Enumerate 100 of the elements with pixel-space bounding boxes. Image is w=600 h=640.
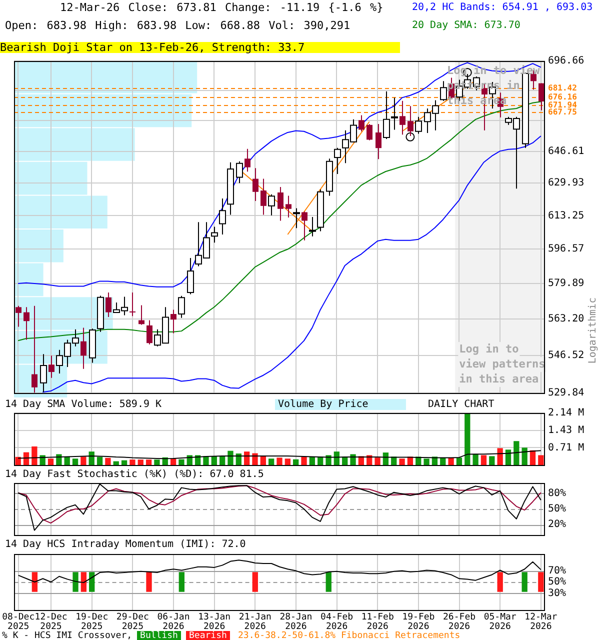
text: Bullish bbox=[137, 631, 181, 640]
text: Bearish Doji Star on 13-Feb-26, Strength: 33.7 bbox=[0, 41, 400, 54]
bar bbox=[80, 456, 86, 465]
bar bbox=[464, 413, 470, 465]
bar bbox=[399, 458, 405, 465]
band-label: Log in to view patterns in this area bbox=[459, 342, 546, 386]
text: 23.6-38.2-50-61.8% Fibonacci Retracements bbox=[238, 631, 460, 640]
y-tick-label: 50% bbox=[548, 504, 566, 515]
bar bbox=[252, 453, 258, 465]
bar bbox=[514, 441, 520, 465]
candlestick bbox=[376, 123, 382, 160]
legend-title: % K - HCS IMI Crossover, bbox=[2, 631, 132, 640]
x-tick-label: 08-Dec 2025 bbox=[2, 612, 35, 632]
y-tick-label: 596.57 bbox=[548, 244, 584, 255]
bar bbox=[505, 450, 512, 465]
bar bbox=[326, 455, 332, 465]
y-tick-label: 579.89 bbox=[548, 278, 584, 290]
bar bbox=[72, 458, 78, 465]
bar bbox=[219, 456, 226, 465]
bar bbox=[489, 456, 495, 465]
candlestick bbox=[32, 305, 38, 394]
bar bbox=[56, 454, 62, 465]
text: 20,2 HC Bands: 654.91 , 693.03 bbox=[412, 2, 593, 13]
x-tick-label: 13-Jan 2026 bbox=[198, 612, 231, 632]
candlestick bbox=[106, 292, 112, 318]
x-tick-label: 26-Feb 2026 bbox=[443, 612, 476, 632]
x-tick-label: 05-Mar 2026 bbox=[484, 612, 517, 632]
y-tick-label: 646.61 bbox=[548, 146, 584, 158]
x-tick-label: 19-Dec 2025 bbox=[76, 612, 108, 632]
y-tick-label: 696.66 bbox=[548, 56, 584, 67]
y-tick-label: 0.71 M bbox=[548, 442, 584, 454]
candlestick bbox=[146, 320, 152, 345]
bar bbox=[350, 454, 356, 465]
y-tick-label: 529.84 bbox=[548, 388, 584, 399]
text: 20 Day SMA: 673.70 bbox=[412, 20, 520, 31]
ref-line-label: 676.16 bbox=[548, 92, 578, 102]
candlestick bbox=[278, 186, 284, 222]
bar bbox=[88, 452, 94, 465]
chart-title: 14 Day SMA Volume: 589.9 K bbox=[5, 399, 162, 410]
text: DAILY CHART bbox=[428, 399, 494, 410]
candlestick bbox=[538, 82, 544, 111]
bar bbox=[268, 458, 274, 465]
text: Volume By Price bbox=[275, 399, 406, 410]
chart-title: 14 Day Fast Stochastic (%K) (%D): 67.0 81.5 bbox=[5, 469, 264, 480]
ref-line-label: 671.94 bbox=[548, 100, 578, 110]
bar bbox=[113, 461, 119, 465]
y-axis-title: Logarithmic bbox=[588, 296, 598, 366]
x-tick-label: 04-Feb 2026 bbox=[320, 612, 354, 632]
bar bbox=[472, 454, 478, 465]
bar bbox=[276, 458, 282, 465]
candlestick bbox=[302, 211, 308, 241]
bar bbox=[138, 460, 144, 465]
bar bbox=[96, 456, 103, 465]
bar bbox=[424, 458, 430, 465]
chart-subtitle: Open: 683.98 High: 683.98 Low: 668.88 Vol: 390,291 bbox=[5, 19, 350, 32]
y-tick-label: 546.52 bbox=[548, 350, 584, 361]
candlestick bbox=[138, 304, 144, 326]
y-tick-label: 70% bbox=[548, 565, 566, 576]
y-tick-label: 50% bbox=[548, 576, 566, 588]
y-tick-label: 629.93 bbox=[548, 178, 584, 189]
bar bbox=[374, 458, 380, 465]
x-tick-label: 06-Jan 2026 bbox=[157, 612, 190, 632]
candlestick bbox=[170, 309, 176, 334]
bar bbox=[130, 460, 136, 465]
chart-title: 14 Day HCS Intraday Momentum (IMI): 72.0 bbox=[5, 539, 246, 550]
bar bbox=[244, 452, 250, 465]
bar bbox=[284, 458, 290, 465]
bar bbox=[456, 458, 462, 465]
bar bbox=[64, 456, 70, 465]
bar bbox=[309, 456, 316, 465]
bar bbox=[334, 452, 340, 465]
x-tick-label: 12-Dec 2025 bbox=[34, 612, 68, 632]
bar bbox=[105, 458, 111, 465]
bar bbox=[178, 459, 184, 465]
bar bbox=[32, 446, 38, 465]
y-tick-label: 80% bbox=[548, 488, 566, 499]
x-tick-label: 12-Mar 2026 bbox=[524, 612, 558, 632]
candlestick bbox=[400, 100, 406, 136]
bar bbox=[448, 458, 454, 465]
ref-line-label: 681.42 bbox=[548, 84, 578, 93]
bar bbox=[154, 460, 160, 465]
y-tick-label: 563.20 bbox=[548, 314, 584, 325]
candlestick bbox=[260, 178, 266, 216]
y-tick-label: 1.43 M bbox=[548, 424, 584, 436]
bar bbox=[497, 448, 503, 465]
y-tick-label: 30% bbox=[548, 588, 566, 599]
x-tick-label: 19-Feb 2026 bbox=[402, 612, 435, 632]
y-tick-label: 2.14 M bbox=[548, 408, 584, 419]
candlestick bbox=[130, 292, 136, 317]
candlestick bbox=[358, 114, 364, 132]
x-tick-label: 29-Dec 2025 bbox=[116, 612, 149, 632]
candlestick bbox=[286, 195, 292, 218]
bar bbox=[146, 460, 152, 465]
chart-title: 12-Mar-26 Close: 673.81 Change: -11.19 {-1.6 %} bbox=[60, 1, 384, 14]
bar bbox=[228, 450, 234, 465]
candlestick bbox=[366, 124, 372, 141]
text: Bearish bbox=[186, 631, 230, 640]
y-tick-label: 20% bbox=[548, 519, 566, 530]
candlestick bbox=[252, 168, 258, 202]
candlestick bbox=[16, 305, 22, 328]
